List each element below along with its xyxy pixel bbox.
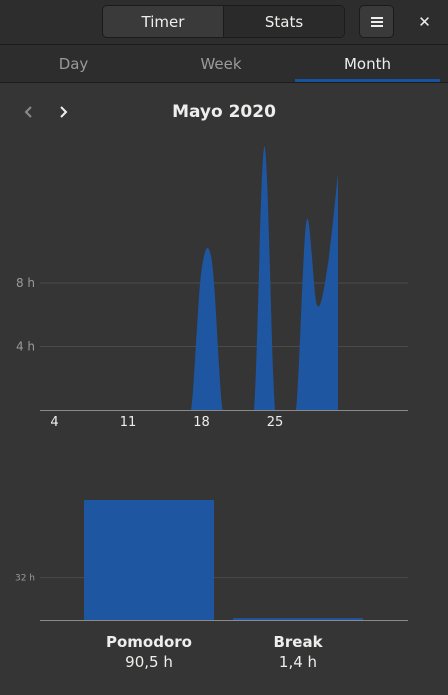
area-y-tick: 4 h [16, 339, 35, 353]
header-bar: Timer Stats ✕ [0, 0, 448, 45]
area-x-tick: 11 [120, 415, 137, 430]
totals-bar-chart: 32 h [15, 499, 408, 621]
bar-pomodoro [84, 499, 214, 620]
view-switcher: Timer Stats [102, 5, 345, 38]
close-icon: ✕ [418, 12, 431, 31]
bar-value-pomodoro: 90,5 h [125, 653, 173, 671]
chevron-left-icon [24, 106, 32, 118]
tab-day[interactable]: Day [58, 54, 89, 73]
tab-timer[interactable]: Timer [141, 12, 185, 31]
bar-y-tick: 32 h [15, 574, 35, 584]
tab-stats[interactable]: Stats [223, 6, 344, 37]
area-y-tick: 8 h [16, 276, 35, 290]
area-x-tick: 18 [193, 415, 210, 430]
menu-button[interactable] [359, 5, 394, 38]
bar-label-pomodoro: Pomodoro [106, 633, 192, 651]
bar-value-break: 1,4 h [278, 653, 318, 671]
tab-month[interactable]: Month [295, 45, 440, 82]
prev-period-button[interactable] [17, 100, 41, 124]
monthly-area-chart: 4 h 8 h 4 11 18 25 [16, 146, 408, 430]
area-x-tick: 25 [267, 415, 284, 430]
next-period-button[interactable] [51, 100, 75, 124]
period-tabs: Day Week Month [0, 45, 448, 83]
area-series [23, 146, 338, 410]
hamburger-icon [370, 16, 383, 27]
area-x-tick: 4 [50, 415, 58, 430]
tab-week[interactable]: Week [200, 54, 242, 73]
close-button[interactable]: ✕ [408, 5, 441, 38]
chevron-right-icon [60, 106, 68, 118]
bar-break [233, 618, 363, 620]
bar-label-break: Break [273, 633, 323, 651]
